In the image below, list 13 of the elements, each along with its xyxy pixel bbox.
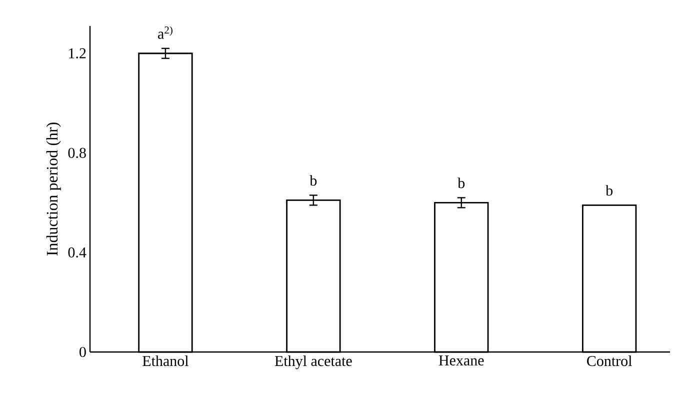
y-tick-label: 0 — [80, 346, 86, 358]
x-tick-label: Ethanol — [142, 356, 188, 366]
y-tick-label: 0.8 — [68, 148, 86, 158]
y-axis-title: Induction period (hr) — [46, 122, 61, 256]
annotation: b — [606, 185, 613, 196]
annotation: b — [310, 175, 317, 186]
y-tick-label: 0.4 — [68, 247, 86, 258]
annotation: a$^{2)}$ — [158, 26, 172, 39]
annotation: b — [458, 178, 465, 188]
x-tick-label: Hexane — [438, 356, 484, 366]
x-tick-label: Control — [587, 356, 632, 366]
x-tick-label: Ethyl acetate — [274, 356, 352, 370]
y-tick-label: 1.2 — [69, 48, 86, 58]
